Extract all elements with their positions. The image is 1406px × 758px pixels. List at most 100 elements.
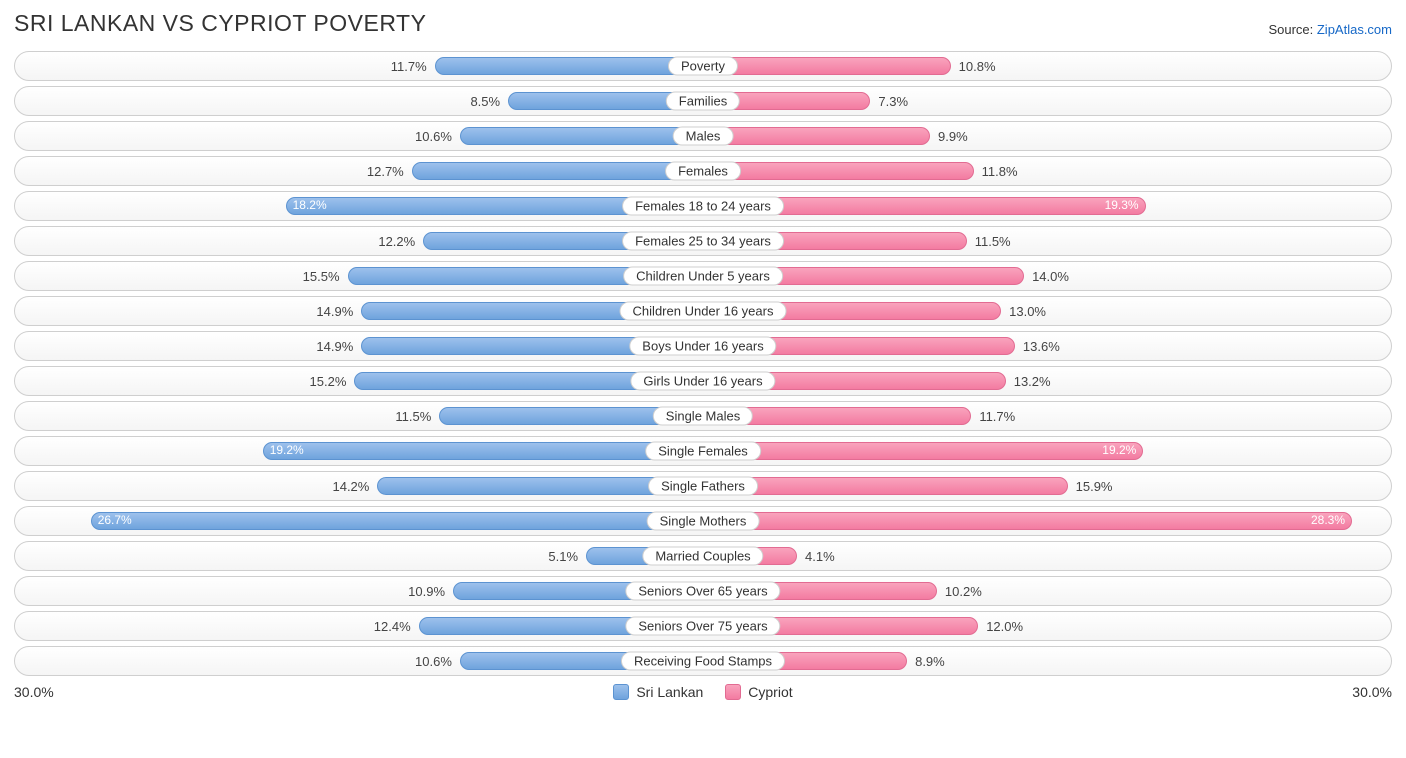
row-right-value: 10.2% (945, 584, 982, 599)
chart-row: 10.6% 8.9% Receiving Food Stamps (14, 646, 1392, 676)
row-right-value: 28.3% (1311, 513, 1345, 527)
row-right-value: 14.0% (1032, 269, 1069, 284)
row-left-value: 10.6% (415, 129, 452, 144)
row-left-half: 19.2% (15, 437, 703, 465)
row-right-value: 12.0% (986, 619, 1023, 634)
row-right-half: 8.9% (703, 647, 1391, 675)
chart-row: 12.4% 12.0% Seniors Over 75 years (14, 611, 1392, 641)
row-category-label: Females 25 to 34 years (622, 232, 784, 251)
row-right-value: 8.9% (915, 654, 945, 669)
row-left-value: 15.2% (310, 374, 347, 389)
row-right-half: 11.7% (703, 402, 1391, 430)
row-right-value: 13.6% (1023, 339, 1060, 354)
row-left-bar (412, 162, 703, 180)
row-right-half: 15.9% (703, 472, 1391, 500)
row-left-half: 14.9% (15, 297, 703, 325)
legend-label-right: Cypriot (748, 684, 792, 700)
chart-title: SRI LANKAN VS CYPRIOT POVERTY (14, 10, 426, 37)
row-category-label: Seniors Over 75 years (625, 617, 780, 636)
row-left-bar (435, 57, 703, 75)
row-category-label: Single Females (645, 442, 761, 461)
row-left-half: 5.1% (15, 542, 703, 570)
row-category-label: Receiving Food Stamps (621, 652, 785, 671)
chart-row: 14.2%15.9%Single Fathers (14, 471, 1392, 501)
row-category-label: Single Mothers (647, 512, 760, 531)
row-category-label: Girls Under 16 years (630, 372, 775, 391)
chart-legend: Sri Lankan Cypriot (613, 684, 792, 700)
chart-row: 5.1% 4.1% Married Couples (14, 541, 1392, 571)
row-left-bar: 19.2% (263, 442, 703, 460)
row-right-half: 14.0% (703, 262, 1391, 290)
row-left-value: 14.2% (332, 479, 369, 494)
chart-row: 15.5% 14.0% Children Under 5 years (14, 261, 1392, 291)
row-left-half: 15.5% (15, 262, 703, 290)
row-left-value: 10.6% (415, 654, 452, 669)
row-category-label: Males (673, 127, 734, 146)
row-left-half: 11.7% (15, 52, 703, 80)
row-right-half: 9.9% (703, 122, 1391, 150)
chart-row: 19.2%19.2%Single Females (14, 436, 1392, 466)
legend-swatch-left (613, 684, 629, 700)
chart-row: 11.7% 10.8% Poverty (14, 51, 1392, 81)
row-left-bar (460, 127, 703, 145)
row-right-half: 28.3% (703, 507, 1391, 535)
row-right-value: 10.8% (959, 59, 996, 74)
chart-row: 12.2%11.5%Females 25 to 34 years (14, 226, 1392, 256)
row-left-bar: 26.7% (91, 512, 703, 530)
chart-row: 11.5%11.7%Single Males (14, 401, 1392, 431)
row-right-bar: 28.3% (703, 512, 1352, 530)
axis-right-max: 30.0% (1352, 684, 1392, 700)
row-left-value: 12.7% (367, 164, 404, 179)
row-right-half: 11.8% (703, 157, 1391, 185)
chart-row: 8.5%7.3%Families (14, 86, 1392, 116)
row-left-value: 15.5% (303, 269, 340, 284)
row-right-value: 11.8% (982, 164, 1018, 179)
row-left-half: 12.4% (15, 612, 703, 640)
row-category-label: Married Couples (642, 547, 763, 566)
row-right-bar (703, 127, 930, 145)
row-left-half: 11.5% (15, 402, 703, 430)
row-category-label: Poverty (668, 57, 738, 76)
chart-row: 10.9% 10.2% Seniors Over 65 years (14, 576, 1392, 606)
row-right-half: 4.1% (703, 542, 1391, 570)
row-left-half: 14.2% (15, 472, 703, 500)
row-left-value: 18.2% (293, 198, 327, 212)
row-left-half: 18.2% (15, 192, 703, 220)
row-right-value: 13.0% (1009, 304, 1046, 319)
row-right-half: 13.0% (703, 297, 1391, 325)
row-right-half: 7.3% (703, 87, 1391, 115)
row-right-value: 15.9% (1076, 479, 1113, 494)
row-left-half: 10.9% (15, 577, 703, 605)
chart-header: SRI LANKAN VS CYPRIOT POVERTY Source: Zi… (14, 10, 1392, 37)
row-right-value: 19.3% (1105, 198, 1139, 212)
row-category-label: Boys Under 16 years (629, 337, 776, 356)
row-right-half: 10.2% (703, 577, 1391, 605)
chart-row: 14.9%13.0%Children Under 16 years (14, 296, 1392, 326)
row-left-value: 14.9% (316, 304, 353, 319)
row-left-half: 10.6% (15, 647, 703, 675)
row-right-half: 19.2% (703, 437, 1391, 465)
row-left-value: 11.7% (391, 59, 427, 74)
row-right-half: 13.6% (703, 332, 1391, 360)
chart-row: 14.9% 13.6% Boys Under 16 years (14, 331, 1392, 361)
row-category-label: Seniors Over 65 years (625, 582, 780, 601)
row-right-value: 11.7% (979, 409, 1015, 424)
row-left-half: 12.2% (15, 227, 703, 255)
row-right-value: 9.9% (938, 129, 968, 144)
legend-item-right: Cypriot (725, 684, 792, 700)
chart-row: 10.6% 9.9% Males (14, 121, 1392, 151)
source-link[interactable]: ZipAtlas.com (1317, 22, 1392, 37)
row-left-value: 14.9% (316, 339, 353, 354)
row-right-value: 19.2% (1102, 443, 1136, 457)
row-left-half: 10.6% (15, 122, 703, 150)
row-category-label: Females 18 to 24 years (622, 197, 784, 216)
row-right-value: 4.1% (805, 549, 835, 564)
row-left-half: 14.9% (15, 332, 703, 360)
row-left-value: 12.2% (378, 234, 415, 249)
row-left-half: 8.5% (15, 87, 703, 115)
row-right-bar (703, 162, 974, 180)
row-category-label: Children Under 5 years (623, 267, 783, 286)
axis-left-max: 30.0% (14, 684, 54, 700)
chart-row: 15.2%13.2%Girls Under 16 years (14, 366, 1392, 396)
source-prefix: Source: (1268, 22, 1316, 37)
